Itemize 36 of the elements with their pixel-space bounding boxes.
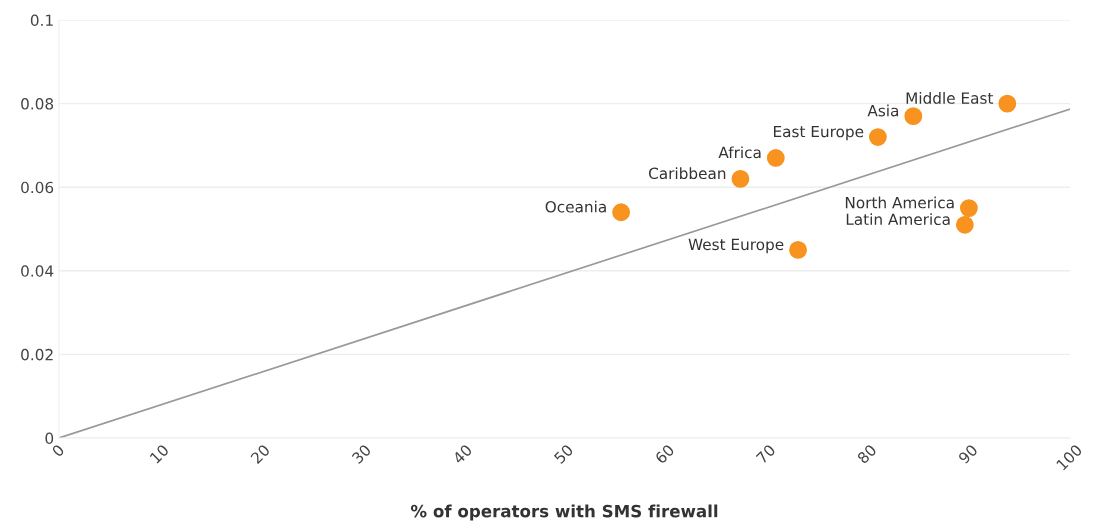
annotation: Asia	[867, 104, 899, 117]
y-tick-label: 0	[45, 432, 54, 445]
annotation: Latin America	[846, 213, 950, 226]
point	[904, 107, 923, 126]
x-tick-label: 0	[51, 443, 65, 458]
x-tick-label: 20	[250, 443, 271, 465]
x-tick-label: 70	[755, 443, 776, 465]
point	[789, 240, 807, 259]
point	[731, 169, 750, 188]
annotation: Oceania	[545, 200, 606, 213]
x-tick-label: 80	[856, 443, 878, 465]
x-tick-label: 40	[452, 443, 473, 465]
point	[612, 203, 631, 222]
x-tick-label: 10	[149, 443, 170, 464]
annotation: Middle East	[906, 92, 994, 104]
point	[959, 199, 978, 218]
point	[868, 128, 887, 146]
x-tick-label: 50	[553, 443, 574, 465]
x-tick-label: 60	[654, 443, 675, 465]
y-tick-label: 0.06	[21, 181, 54, 194]
point	[998, 94, 1017, 113]
annotation: Africa	[718, 146, 761, 159]
x-axis-title: % of operators with SMS firewall	[410, 504, 718, 521]
x-tick-label: 90	[957, 443, 979, 465]
y-tick-label: 0.02	[21, 348, 53, 361]
annotation: West Europe	[688, 238, 784, 254]
y-tick-label: 0.08	[21, 98, 54, 110]
y-tick-label: 0.1	[30, 14, 53, 27]
annotation: North America	[845, 196, 954, 209]
point	[955, 215, 974, 234]
annotation: East Europe	[773, 125, 864, 141]
x-tick-label: 30	[351, 443, 372, 465]
annotation: Caribbean	[648, 167, 726, 180]
y-tick-label: 0.04	[21, 265, 54, 277]
point	[766, 149, 785, 167]
x-tick-label: 100	[1055, 443, 1083, 471]
